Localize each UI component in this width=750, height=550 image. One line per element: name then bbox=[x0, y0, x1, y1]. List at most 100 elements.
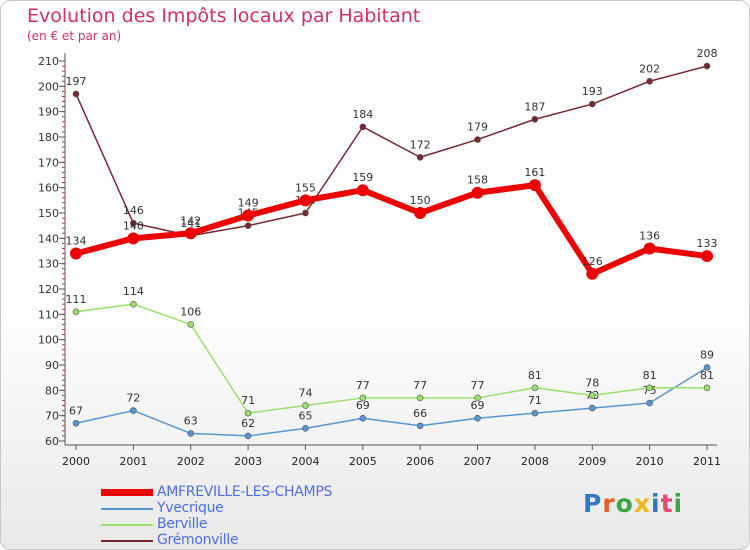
data-label: 71 bbox=[241, 394, 255, 407]
data-point bbox=[474, 136, 481, 143]
data-label: 81 bbox=[528, 369, 542, 382]
data-label: 208 bbox=[697, 47, 718, 60]
data-point bbox=[588, 100, 596, 108]
data-label: 65 bbox=[298, 409, 312, 422]
series-line-gr-monville bbox=[75, 65, 708, 237]
data-label: 126 bbox=[582, 255, 603, 268]
x-tick-label: 2004 bbox=[291, 455, 319, 468]
x-tick-label: 2008 bbox=[521, 455, 549, 468]
logo-letter: P bbox=[583, 489, 603, 518]
data-point bbox=[703, 384, 711, 392]
y-tick-label: 100 bbox=[38, 334, 59, 347]
data-point bbox=[474, 394, 481, 402]
logo-letter: r bbox=[602, 489, 616, 518]
data-label: 202 bbox=[639, 62, 660, 75]
y-tick-label: 200 bbox=[38, 80, 59, 93]
data-point bbox=[244, 409, 252, 417]
data-point bbox=[127, 232, 140, 245]
data-label: 106 bbox=[180, 305, 201, 318]
x-tick-label: 2001 bbox=[119, 455, 147, 468]
data-point bbox=[72, 308, 80, 316]
data-point bbox=[299, 194, 312, 207]
data-point bbox=[244, 222, 252, 229]
data-point bbox=[531, 115, 539, 123]
data-point bbox=[70, 247, 82, 260]
data-label: 133 bbox=[697, 237, 718, 250]
data-label: 161 bbox=[524, 166, 545, 179]
y-tick-label: 60 bbox=[45, 435, 59, 448]
data-point bbox=[588, 404, 596, 412]
data-point bbox=[130, 407, 137, 414]
logo-letter: i bbox=[651, 489, 661, 518]
data-label: 71 bbox=[528, 394, 542, 407]
data-label: 149 bbox=[238, 197, 259, 210]
x-tick-label: 2002 bbox=[177, 455, 205, 468]
data-label: 81 bbox=[643, 369, 657, 382]
data-point bbox=[187, 430, 195, 437]
data-point bbox=[416, 394, 424, 402]
legend-label: Berville bbox=[157, 516, 208, 532]
data-label: 158 bbox=[467, 174, 488, 187]
data-label: 142 bbox=[180, 214, 201, 227]
data-point bbox=[701, 250, 713, 263]
x-tick-label: 2011 bbox=[693, 455, 721, 468]
x-tick-label: 2009 bbox=[578, 455, 606, 468]
data-label: 114 bbox=[123, 285, 144, 298]
data-label: 140 bbox=[123, 219, 144, 232]
data-point bbox=[588, 392, 596, 399]
data-point bbox=[356, 184, 369, 197]
data-point bbox=[646, 399, 653, 407]
data-point bbox=[531, 384, 539, 392]
x-tick-label: 2005 bbox=[349, 455, 377, 468]
data-point bbox=[703, 364, 711, 371]
data-label: 66 bbox=[413, 407, 427, 420]
data-point bbox=[474, 414, 481, 422]
data-label: 155 bbox=[295, 181, 316, 194]
data-point bbox=[187, 321, 195, 328]
data-label: 81 bbox=[700, 369, 714, 382]
data-label: 77 bbox=[471, 379, 485, 392]
data-label: 159 bbox=[352, 171, 373, 184]
y-tick-label: 170 bbox=[38, 156, 59, 169]
data-label: 77 bbox=[356, 379, 370, 392]
data-label: 172 bbox=[410, 138, 431, 151]
y-tick-label: 90 bbox=[45, 359, 59, 372]
y-tick-label: 180 bbox=[38, 131, 59, 144]
data-label: 184 bbox=[352, 108, 373, 121]
x-tick-label: 2006 bbox=[406, 455, 434, 468]
data-label: 141 bbox=[180, 217, 201, 230]
proxiti-logo: Proxiti bbox=[583, 489, 683, 518]
y-tick-label: 190 bbox=[38, 106, 59, 119]
data-point bbox=[242, 209, 255, 222]
data-point bbox=[184, 227, 197, 240]
data-point bbox=[703, 62, 711, 70]
x-tick-label: 2000 bbox=[62, 455, 90, 468]
data-label: 67 bbox=[69, 404, 83, 417]
data-label: 74 bbox=[298, 387, 312, 400]
data-point bbox=[244, 432, 252, 440]
y-tick-label: 70 bbox=[45, 410, 59, 423]
legend-swatch bbox=[101, 489, 153, 496]
data-point bbox=[531, 409, 539, 417]
data-label: 150 bbox=[410, 194, 431, 207]
legend-swatch bbox=[101, 508, 153, 510]
data-point bbox=[643, 242, 656, 255]
data-point bbox=[302, 425, 309, 432]
data-point bbox=[359, 394, 367, 402]
data-point bbox=[72, 90, 80, 98]
data-label: 179 bbox=[467, 121, 488, 134]
data-point bbox=[414, 207, 427, 219]
x-tick-label: 2003 bbox=[234, 455, 262, 468]
data-point bbox=[471, 186, 484, 199]
data-label: 72 bbox=[126, 392, 140, 405]
data-label: 193 bbox=[582, 85, 603, 98]
data-point bbox=[302, 209, 309, 217]
legend-swatch bbox=[101, 540, 153, 542]
legend-swatch bbox=[101, 524, 153, 526]
data-label: 187 bbox=[524, 100, 545, 113]
data-label: 78 bbox=[585, 376, 599, 389]
data-point bbox=[130, 300, 137, 308]
x-tick-label: 2010 bbox=[636, 455, 664, 468]
